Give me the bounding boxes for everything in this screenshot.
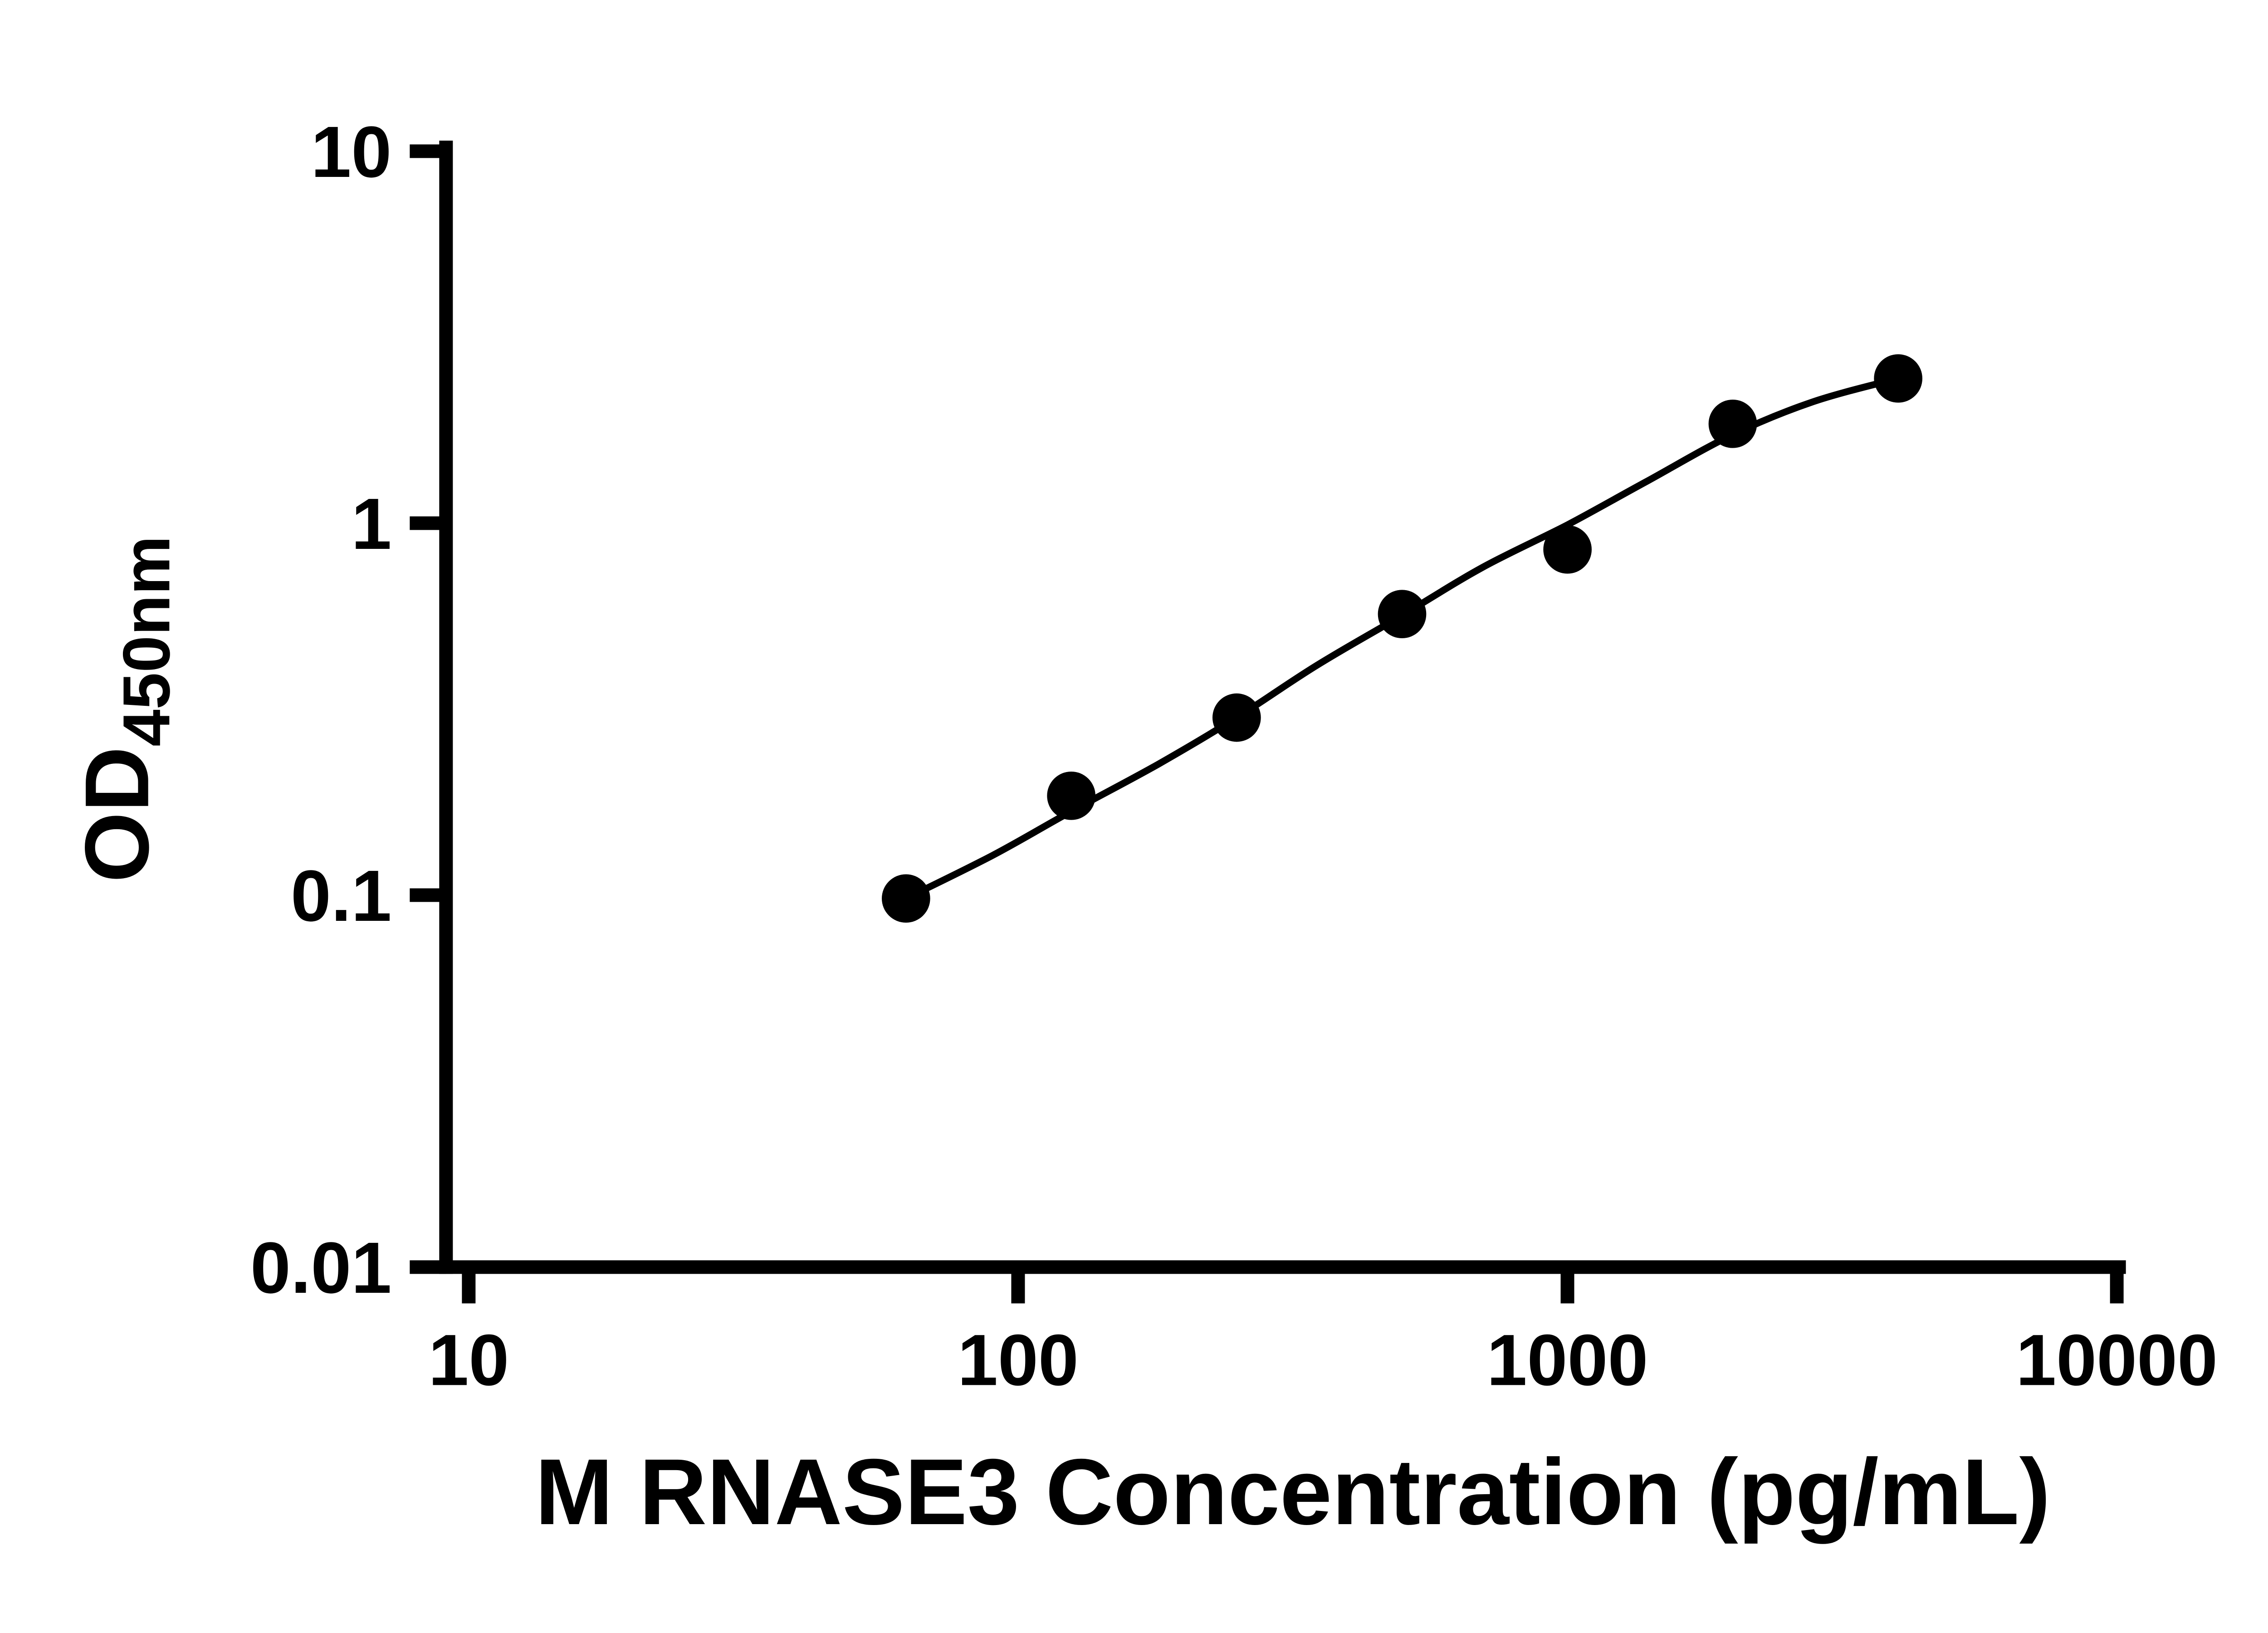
data-point <box>1874 354 1922 403</box>
x-tick-label: 1000 <box>1487 1319 1648 1400</box>
data-point <box>882 874 930 923</box>
data-point <box>1378 590 1427 638</box>
x-axis-title: M RNASE3 Concentration (pg/mL) <box>535 1439 2051 1544</box>
y-tick-label: 1 <box>351 483 391 564</box>
data-point <box>1708 399 1757 448</box>
axes <box>439 141 2126 1274</box>
y-axis-title: OD450nm <box>67 536 184 883</box>
y-tick-label: 0.01 <box>250 1227 391 1308</box>
x-tick-label: 10 <box>428 1319 509 1400</box>
x-tick-label: 100 <box>958 1319 1079 1400</box>
data-points <box>882 354 1922 923</box>
axis-ticks <box>410 144 2124 1304</box>
x-tick-label: 10000 <box>2016 1319 2218 1400</box>
data-point <box>1212 693 1261 742</box>
y-axis-title-subscript: 450nm <box>109 536 184 747</box>
y-tick-label: 0.1 <box>291 855 391 936</box>
y-tick-label: 10 <box>311 111 391 192</box>
y-axis-title-main: OD <box>67 747 168 883</box>
data-point <box>1047 772 1095 820</box>
fit-curve-line <box>904 375 1899 902</box>
axis-tick-labels: 10 100 1000 10000 10 1 0.1 0.01 <box>250 111 2218 1400</box>
data-point <box>1543 525 1592 574</box>
